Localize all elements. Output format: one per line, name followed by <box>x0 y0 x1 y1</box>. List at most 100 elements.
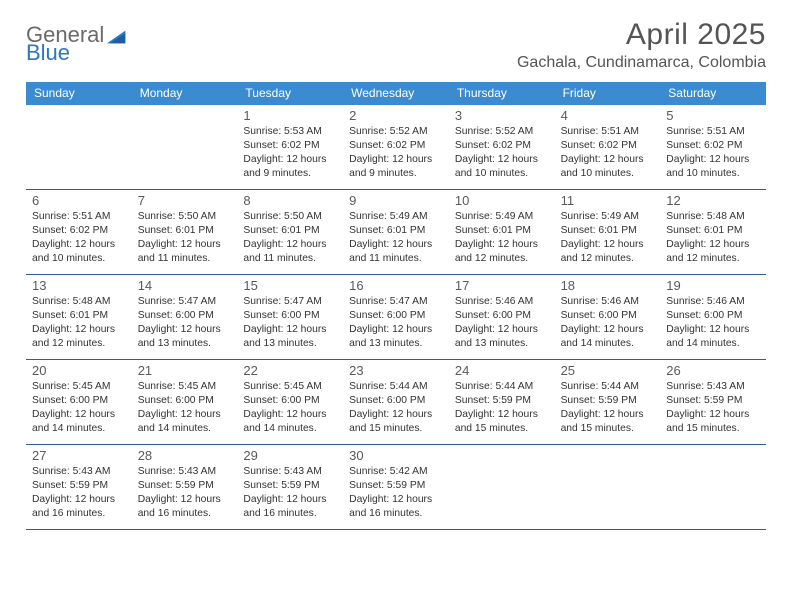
day-cell: 6Sunrise: 5:51 AMSunset: 6:02 PMDaylight… <box>26 190 132 274</box>
day-detail-line: Sunrise: 5:50 AM <box>138 210 232 224</box>
day-detail-line: and 10 minutes. <box>32 252 126 266</box>
day-detail-line: and 14 minutes. <box>561 337 655 351</box>
day-detail-line: Daylight: 12 hours <box>455 408 549 422</box>
day-detail-line: and 14 minutes. <box>32 422 126 436</box>
day-cell: 25Sunrise: 5:44 AMSunset: 5:59 PMDayligh… <box>555 360 661 444</box>
day-number: 20 <box>32 363 126 378</box>
day-of-week-label: Tuesday <box>237 82 343 105</box>
day-detail-line: Sunrise: 5:43 AM <box>666 380 760 394</box>
day-cell: 23 Sunrise: 5:44 AMSunset: 6:00 PMDayligh… <box>343 360 449 444</box>
day-number: 10 <box>455 193 549 208</box>
day-detail-line: and 16 minutes. <box>243 507 337 521</box>
day-cell <box>449 445 555 529</box>
day-cell: 19Sunrise: 5:46 AMSunset: 6:00 PMDayligh… <box>660 275 766 359</box>
day-detail-line: Sunrise: 5:49 AM <box>455 210 549 224</box>
day-of-week-label: Friday <box>555 82 661 105</box>
day-number: 29 <box>243 448 337 463</box>
day-detail-line: and 12 minutes. <box>561 252 655 266</box>
day-cell: 29Sunrise: 5:43 AMSunset: 5:59 PMDayligh… <box>237 445 343 529</box>
week-row: 13Sunrise: 5:48 AMSunset: 6:01 PMDayligh… <box>26 275 766 360</box>
day-number: 28 <box>138 448 232 463</box>
day-detail-line: Sunrise: 5:52 AM <box>455 125 549 139</box>
day-detail-line: and 15 minutes. <box>349 422 443 436</box>
day-detail-line: Daylight: 12 hours <box>349 408 443 422</box>
day-of-week-label: Wednesday <box>343 82 449 105</box>
logo-text-block: General Blue <box>26 24 129 64</box>
day-detail-line: Sunset: 5:59 PM <box>561 394 655 408</box>
day-cell: 15Sunrise: 5:47 AMSunset: 6:00 PMDayligh… <box>237 275 343 359</box>
day-number: 11 <box>561 193 655 208</box>
day-detail-line: and 15 minutes. <box>666 422 760 436</box>
day-detail-line: Sunset: 6:01 PM <box>666 224 760 238</box>
day-detail-line: Sunset: 6:02 PM <box>243 139 337 153</box>
day-detail-line: Sunset: 6:00 PM <box>561 309 655 323</box>
day-detail-line: Sunset: 6:01 PM <box>349 224 443 238</box>
day-detail-line: and 10 minutes. <box>561 167 655 181</box>
day-detail-line: and 11 minutes. <box>243 252 337 266</box>
week-row: 6Sunrise: 5:51 AMSunset: 6:02 PMDaylight… <box>26 190 766 275</box>
day-detail-line: Daylight: 12 hours <box>32 493 126 507</box>
day-detail-line: Sunset: 5:59 PM <box>138 479 232 493</box>
day-detail-line: Daylight: 12 hours <box>666 408 760 422</box>
day-detail-line: Sunset: 6:00 PM <box>666 309 760 323</box>
day-detail-line: Daylight: 12 hours <box>243 238 337 252</box>
day-detail-line: Sunrise: 5:46 AM <box>455 295 549 309</box>
day-cell <box>660 445 766 529</box>
day-detail-line: Sunset: 6:01 PM <box>32 309 126 323</box>
day-number: 21 <box>138 363 232 378</box>
day-number: 5 <box>666 108 760 123</box>
day-cell: 1Sunrise: 5:53 AMSunset: 6:02 PMDaylight… <box>237 105 343 189</box>
day-detail-line: and 11 minutes. <box>349 252 443 266</box>
day-detail-line: Sunrise: 5:53 AM <box>243 125 337 139</box>
day-cell: 30Sunrise: 5:42 AMSunset: 5:59 PMDayligh… <box>343 445 449 529</box>
week-row: 27Sunrise: 5:43 AMSunset: 5:59 PMDayligh… <box>26 445 766 530</box>
day-of-week-label: Sunday <box>26 82 132 105</box>
day-detail-line: and 9 minutes. <box>349 167 443 181</box>
day-number: 14 <box>138 278 232 293</box>
day-detail-line: Sunset: 6:01 PM <box>455 224 549 238</box>
day-detail-line: and 14 minutes. <box>243 422 337 436</box>
day-detail-line: Sunrise: 5:44 AM <box>455 380 549 394</box>
day-detail-line: Sunset: 6:02 PM <box>349 139 443 153</box>
day-detail-line: Sunset: 5:59 PM <box>243 479 337 493</box>
day-detail-line: Daylight: 12 hours <box>32 408 126 422</box>
day-cell: 20Sunrise: 5:45 AMSunset: 6:00 PMDayligh… <box>26 360 132 444</box>
day-of-week-header: SundayMondayTuesdayWednesdayThursdayFrid… <box>26 82 766 105</box>
day-detail-line: Sunrise: 5:47 AM <box>138 295 232 309</box>
day-number: 19 <box>666 278 760 293</box>
day-detail-line: Sunrise: 5:44 AM <box>561 380 655 394</box>
day-detail-line: Sunrise: 5:43 AM <box>243 465 337 479</box>
weeks-container: 1Sunrise: 5:53 AMSunset: 6:02 PMDaylight… <box>26 105 766 530</box>
day-detail-line: Sunrise: 5:51 AM <box>32 210 126 224</box>
day-detail-line: Daylight: 12 hours <box>561 238 655 252</box>
day-detail-line: and 12 minutes. <box>32 337 126 351</box>
day-number: 15 <box>243 278 337 293</box>
day-detail-line: Sunset: 6:00 PM <box>138 394 232 408</box>
day-cell: 9Sunrise: 5:49 AMSunset: 6:01 PMDaylight… <box>343 190 449 274</box>
day-detail-line: Daylight: 12 hours <box>349 493 443 507</box>
day-number: 13 <box>32 278 126 293</box>
day-detail-line: Sunrise: 5:43 AM <box>138 465 232 479</box>
day-cell: 4Sunrise: 5:51 AMSunset: 6:02 PMDaylight… <box>555 105 661 189</box>
page-title: April 2025 <box>517 18 766 52</box>
day-detail-line: Daylight: 12 hours <box>561 408 655 422</box>
day-detail-line: Daylight: 12 hours <box>243 408 337 422</box>
day-detail-line: Sunset: 6:00 PM <box>138 309 232 323</box>
day-detail-line: Sunset: 6:00 PM <box>349 394 443 408</box>
day-of-week-label: Thursday <box>449 82 555 105</box>
day-detail-line: Daylight: 12 hours <box>243 323 337 337</box>
day-number: 4 <box>561 108 655 123</box>
day-cell: 27Sunrise: 5:43 AMSunset: 5:59 PMDayligh… <box>26 445 132 529</box>
day-cell: 2Sunrise: 5:52 AMSunset: 6:02 PMDaylight… <box>343 105 449 189</box>
day-number: 17 <box>455 278 549 293</box>
day-detail-line: Sunrise: 5:44 AM <box>349 380 443 394</box>
day-cell: 12Sunrise: 5:48 AMSunset: 6:01 PMDayligh… <box>660 190 766 274</box>
day-detail-line: and 11 minutes. <box>138 252 232 266</box>
day-detail-line: Daylight: 12 hours <box>349 323 443 337</box>
day-number: 23 <box>349 363 443 378</box>
day-cell: 14Sunrise: 5:47 AMSunset: 6:00 PMDayligh… <box>132 275 238 359</box>
day-detail-line: Sunset: 5:59 PM <box>32 479 126 493</box>
day-detail-line: Daylight: 12 hours <box>138 493 232 507</box>
day-detail-line: and 9 minutes. <box>243 167 337 181</box>
week-row: 20Sunrise: 5:45 AMSunset: 6:00 PMDayligh… <box>26 360 766 445</box>
